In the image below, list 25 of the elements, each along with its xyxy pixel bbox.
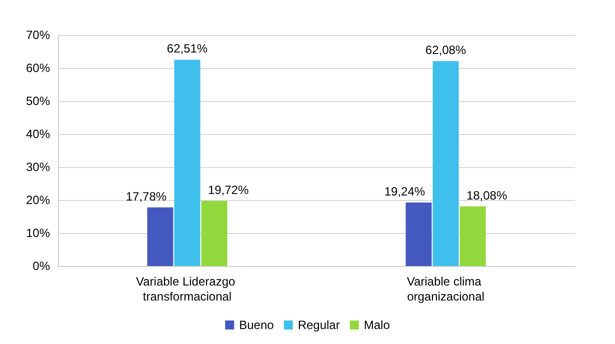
data-label: 19,24% xyxy=(384,184,426,199)
bar xyxy=(432,61,459,266)
bar xyxy=(406,202,432,266)
bar xyxy=(460,206,486,266)
legend-label: Bueno xyxy=(239,318,274,332)
bar xyxy=(201,200,228,266)
data-label: 18,08% xyxy=(466,188,508,202)
legend-label: Regular xyxy=(298,318,340,332)
data-label: 62,08% xyxy=(425,43,466,58)
data-label: 19,72% xyxy=(208,182,249,197)
y-tick-label: 50% xyxy=(26,94,50,108)
y-tick-label: 30% xyxy=(26,160,50,174)
data-label: 62,51% xyxy=(166,42,208,56)
x-tick-label: Variable Liderazgo transformacional xyxy=(136,274,239,304)
x-tick-label: Variable clima organizacional xyxy=(406,274,485,304)
data-label: 17,78% xyxy=(126,189,167,204)
y-tick-label: 40% xyxy=(26,127,50,141)
bar xyxy=(147,207,174,266)
y-tick-label: 60% xyxy=(26,61,50,75)
y-tick-label: 20% xyxy=(26,193,50,207)
y-tick-label: 70% xyxy=(26,28,50,42)
y-tick-label: 10% xyxy=(26,226,50,240)
y-tick-label: 0% xyxy=(32,259,50,273)
bar xyxy=(174,60,200,266)
legend-label: Malo xyxy=(364,318,390,332)
